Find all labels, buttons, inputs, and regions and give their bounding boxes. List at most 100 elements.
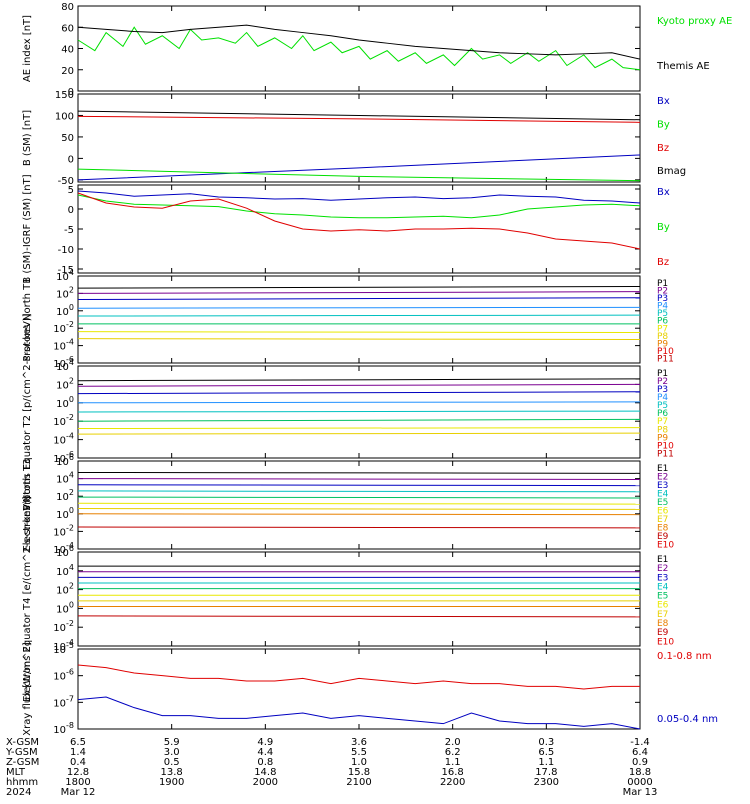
series-4-5	[77, 418, 641, 422]
xrow-value-4-4: 2200	[440, 777, 465, 788]
xrow-value-1-0: 1.4	[70, 747, 86, 758]
legend-2-0: Bx	[657, 187, 670, 198]
ytick-label-0-3: 60	[61, 23, 74, 34]
xrow-value-1-6: 6.4	[632, 747, 648, 758]
ytick-label-1-2: 50	[61, 133, 74, 144]
series-3-4	[77, 314, 641, 317]
legend-3-7: P8	[657, 332, 668, 342]
series-2-2	[77, 192, 641, 250]
ylabel-4: Protons Equator T2 [p/(cm^2-s-sr-keV)]	[22, 313, 33, 510]
legend-4-4: P5	[657, 401, 668, 411]
ytick-label-1-4: 150	[55, 90, 74, 101]
legend-5-9: E10	[657, 540, 674, 550]
legend-4-3: P4	[657, 393, 668, 403]
ytick-label-0-4: 80	[61, 2, 74, 13]
legend-6-0: E1	[657, 555, 668, 565]
ytick-label-6-0: 106	[56, 544, 74, 559]
xrow-value-4-2: 2000	[253, 777, 278, 788]
ylabel-3: Protons North T1	[22, 277, 33, 361]
legend-5-0: E1	[657, 464, 668, 474]
legend-6-2: E3	[657, 573, 668, 583]
legend-7-0: 0.1-0.8 nm	[657, 651, 712, 662]
legend-3-10: P11	[657, 354, 674, 364]
ytick-label-7-0: 10-5	[53, 641, 74, 656]
legend-3-4: P5	[657, 309, 668, 319]
legend-6-6: E7	[657, 610, 668, 620]
ylabel-0: AE index [nT]	[22, 15, 33, 82]
ytick-label-5-5: 10-4	[53, 541, 74, 556]
legend-5-7: E8	[657, 523, 669, 533]
legend-4-2: P3	[657, 385, 668, 395]
xrow-value-3-4: 16.8	[442, 767, 464, 778]
legend-5-4: E5	[657, 498, 668, 508]
legend-1-1: By	[657, 119, 670, 130]
series-2-1	[77, 194, 641, 219]
xrow-value-0-0: 6.5	[70, 737, 86, 748]
xrow-value-3-1: 13.8	[161, 767, 183, 778]
legend-6-5: E6	[657, 601, 669, 611]
xrow-value-2-0: 0.4	[70, 757, 86, 768]
ytick-label-4-2: 100	[56, 395, 74, 410]
xrow-value-2-5: 1.1	[538, 757, 554, 768]
ytick-label-1-1: 0	[68, 154, 74, 165]
legend-5-3: E4	[657, 489, 669, 499]
legend-3-2: P3	[657, 294, 668, 304]
panel-frame-7	[77, 648, 641, 730]
ytick-label-3-2: 100	[56, 303, 74, 318]
ytick-label-0-0: 0	[68, 87, 74, 98]
legend-0-1: Themis AE	[656, 61, 710, 72]
series-3-2	[77, 297, 641, 300]
series-0-1	[77, 24, 641, 60]
xrow-value-0-3: 3.6	[351, 737, 367, 748]
ytick-label-7-3: 10-8	[53, 721, 74, 736]
panel-frame-0	[77, 5, 641, 92]
xrow-value-3-0: 12.8	[67, 767, 89, 778]
legend-4-7: P8	[657, 425, 668, 435]
ytick-label-6-2: 102	[56, 582, 74, 597]
xrow-value-3-5: 17.8	[535, 767, 557, 778]
legend-2-2: Bz	[657, 257, 669, 268]
legend-1-0: Bx	[657, 96, 670, 107]
ytick-label-2-0: 5	[68, 185, 74, 196]
legend-5-8: E9	[657, 532, 669, 542]
xrow-value-2-1: 0.5	[164, 757, 180, 768]
legend-2-1: By	[657, 222, 670, 233]
legend-4-5: P6	[657, 409, 668, 419]
ylabel-5: Electrons North T3	[22, 458, 33, 551]
ylabel-6: Electrons Equator T4 [e/(cm^2-s-sr-keV)]	[22, 496, 33, 702]
xrow-label-5: 2024	[6, 787, 31, 798]
series-5-7	[77, 513, 641, 516]
series-4-7	[77, 432, 641, 435]
ytick-label-7-1: 10-6	[53, 668, 74, 683]
series-1-1	[77, 168, 641, 182]
ytick-label-1-3: 100	[55, 111, 74, 122]
series-5-4	[77, 496, 641, 499]
ytick-label-5-1: 104	[56, 471, 74, 486]
xrow-value-4-3: 2100	[346, 777, 371, 788]
ytick-label-2-1: 0	[68, 205, 74, 216]
xrow-label-4: hhmm	[6, 777, 38, 788]
xrow-value-0-5: 0.3	[538, 737, 554, 748]
legend-6-8: E9	[657, 628, 669, 638]
xrow-value-0-6: -1.4	[630, 737, 650, 748]
legend-4-9: P10	[657, 441, 674, 451]
xrow-value-2-4: 1.1	[445, 757, 461, 768]
series-4-0	[77, 378, 641, 382]
ytick-label-2-2: -5	[64, 225, 74, 236]
series-5-0	[77, 471, 641, 474]
series-6-8	[77, 615, 641, 618]
ytick-label-5-0: 106	[56, 453, 74, 468]
ylabel-2: B (SM)-IGRF (SM) [nT]	[22, 174, 33, 283]
series-3-1	[77, 291, 641, 294]
xrow-value-4-6: 0000	[627, 777, 652, 788]
legend-4-0: P1	[657, 369, 668, 379]
ylabel-7: Xray flux [W/m^2]	[22, 642, 33, 736]
ytick-label-6-4: 10-2	[53, 619, 74, 634]
legend-6-9: E10	[657, 637, 674, 647]
legend-6-3: E4	[657, 582, 669, 592]
xrow-label-2: Z-GSM	[6, 757, 39, 768]
series-4-4	[77, 410, 641, 413]
ytick-label-4-4: 10-4	[53, 432, 74, 447]
series-3-6	[77, 331, 641, 334]
